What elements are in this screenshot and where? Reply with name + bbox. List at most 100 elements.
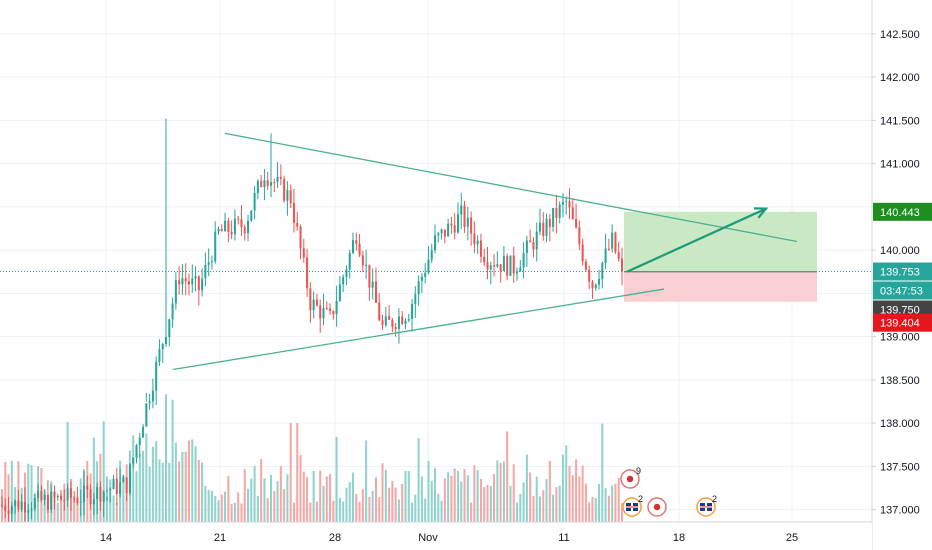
- volume-bar: [171, 399, 174, 522]
- candle-body: [460, 205, 463, 215]
- candle-body: [299, 226, 302, 249]
- candle-body: [135, 445, 138, 458]
- volume-bar: [279, 466, 282, 522]
- candle-body: [332, 310, 335, 315]
- badge-bg: [873, 313, 932, 332]
- volume-bar: [568, 465, 571, 522]
- volume-bar: [414, 494, 417, 522]
- candle-body: [397, 316, 400, 329]
- candle-body: [493, 265, 496, 267]
- volume-bar: [486, 485, 489, 522]
- candle-body: [119, 482, 122, 494]
- volume-bar: [588, 502, 591, 522]
- candle-body: [63, 499, 66, 501]
- candle-body: [430, 250, 433, 260]
- candle-body: [256, 180, 259, 194]
- candle-body: [286, 190, 289, 201]
- volume-bar: [614, 483, 617, 522]
- candle-body: [132, 457, 135, 464]
- volume-bar: [322, 485, 325, 522]
- candle-body: [191, 278, 194, 285]
- candle-body: [578, 227, 581, 245]
- candle-body: [197, 276, 200, 291]
- candle-body: [522, 253, 525, 268]
- volume-bar: [391, 480, 394, 522]
- target-price-badge: 140.443: [873, 202, 932, 221]
- volume-bar: [289, 422, 292, 522]
- volume-bar: [142, 450, 145, 522]
- volume-bar: [361, 489, 364, 522]
- candle-body: [142, 426, 145, 438]
- candle-body: [535, 231, 538, 250]
- candles: [0, 118, 624, 528]
- candle-body: [509, 255, 512, 276]
- x-tick-label: 21: [214, 532, 226, 544]
- candle-body: [210, 261, 213, 263]
- volume-bar: [145, 433, 148, 522]
- volume-bar: [345, 487, 348, 522]
- volume-bar: [552, 494, 555, 522]
- x-tick-label: 11: [558, 532, 569, 544]
- volume-bar: [611, 485, 614, 522]
- candle-body: [151, 390, 154, 402]
- volume-bar: [292, 502, 295, 522]
- candle-body: [187, 281, 191, 285]
- volume-bar: [463, 469, 466, 522]
- volume-bar: [56, 502, 59, 522]
- stop-price-badge: 139.404: [873, 313, 932, 332]
- volume-bar: [620, 502, 624, 522]
- badge-label: 139.750: [880, 305, 920, 317]
- volume-bar: [112, 495, 115, 522]
- upper-trendline: [224, 132, 798, 243]
- candle-body: [230, 232, 233, 235]
- candle-body: [27, 510, 30, 513]
- candle-body: [99, 486, 102, 502]
- volume-bar: [358, 501, 361, 522]
- volume-bar: [230, 503, 233, 522]
- candle-body: [220, 229, 223, 232]
- volume-bar: [335, 436, 338, 522]
- volume-bar: [460, 481, 463, 522]
- volume-bar: [325, 476, 328, 522]
- volume-bar: [575, 459, 578, 522]
- candle-body: [43, 494, 46, 500]
- candle-body: [309, 288, 312, 311]
- volume-bar: [479, 478, 482, 522]
- volume-bar: [348, 482, 351, 522]
- candle-body: [601, 262, 604, 280]
- candle-body: [112, 478, 115, 490]
- volume-bar: [102, 421, 105, 522]
- volume-bar: [512, 464, 515, 522]
- candle-body: [542, 222, 545, 237]
- volume-bar: [466, 475, 469, 522]
- y-tick-label: 138.500: [880, 375, 920, 387]
- candle-body: [374, 281, 377, 303]
- price-axis[interactable]: 137.000137.500138.000138.500139.000139.5…: [871, 0, 932, 550]
- volume-bar: [197, 460, 200, 522]
- candle-body: [273, 182, 276, 184]
- candle-body: [14, 500, 17, 507]
- badge-label: 03:47:53: [880, 286, 923, 298]
- time-axis[interactable]: 14 21 28 Nov 11 18 25: [0, 521, 872, 550]
- candle-body: [283, 178, 286, 201]
- candle-body: [565, 201, 568, 203]
- volume-bar: [604, 488, 607, 522]
- candle-body: [23, 501, 26, 513]
- volume-bar: [516, 502, 519, 522]
- candle-body: [555, 207, 558, 218]
- volume-bar: [365, 440, 368, 522]
- candle-body: [138, 437, 141, 446]
- candle-body: [450, 223, 453, 226]
- candle-body: [440, 229, 443, 234]
- candle-body: [50, 491, 53, 510]
- volume-bar: [161, 462, 164, 522]
- candle-body: [266, 180, 269, 186]
- candle-body: [338, 284, 341, 302]
- loss-zone: [624, 271, 817, 302]
- volume-bar: [43, 489, 46, 522]
- volume-bar: [519, 493, 522, 522]
- candle-body: [79, 501, 82, 503]
- volume-bar: [256, 495, 259, 522]
- candle-body: [571, 207, 574, 220]
